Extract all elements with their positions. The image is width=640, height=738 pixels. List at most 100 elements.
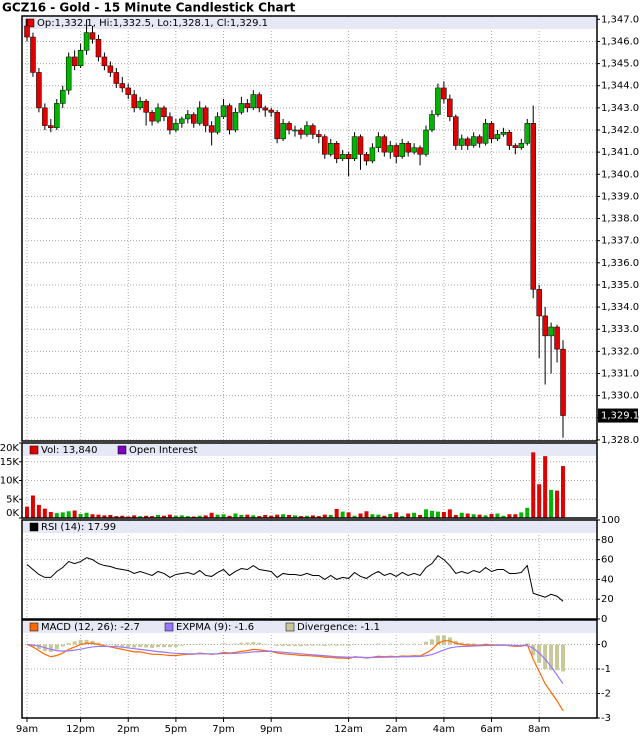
candle-body [196,107,203,124]
candle-body [310,125,316,135]
candle-body [459,138,465,146]
legend-label: EXPMA (9): -1.6 [176,622,254,633]
divergence-bar [233,643,238,645]
volume-bar [543,456,548,518]
candle-body [113,72,120,84]
candle-body [155,107,161,122]
candle-body [280,123,286,140]
x-tick-label: 9am [16,724,38,735]
volume-bar [412,512,417,518]
divergence-bar [340,644,345,646]
candle-body [125,87,131,95]
divergence-bar [459,642,464,645]
candle-body [423,129,429,155]
y-tick-label: 5K [6,494,19,505]
divergence-bar [316,644,321,646]
y-tick-label: 10K [0,476,19,487]
volume-bar [30,495,35,518]
candle-body [24,25,30,38]
legend-label: MACD (12, 26): -2.7 [41,622,140,633]
volume-bar [102,515,107,518]
panel [22,16,597,441]
line [26,554,564,602]
y-tick-label: 1,333.0 [601,324,639,335]
y-tick-label: 1,332.0 [601,346,639,357]
volume-bar [429,510,434,518]
candle-body [345,154,352,160]
candle-body [262,107,268,111]
candle-body [167,116,173,131]
panel-border [21,15,598,442]
divergence-bar [120,644,125,647]
candle-body [441,87,447,100]
candle-body [179,118,185,124]
volume-bar [90,514,95,518]
volume-bar [293,515,297,518]
divergence-bar [555,644,560,671]
candle-body [387,145,394,153]
divergence-bar [173,644,178,647]
volume-bar [382,515,387,518]
y-tick-label: -2 [601,689,611,700]
candle-body [286,123,292,131]
volume-bar [346,512,351,518]
candle-body [393,145,399,157]
divergence-bar [281,644,286,646]
panel-border [21,619,598,719]
candle-body [83,32,90,51]
divergence-bar [179,644,184,646]
legend-swatch [25,18,35,28]
divergence-bar [388,643,393,645]
candle-body [298,129,304,135]
volume-bar [519,512,524,518]
candle-body [476,136,483,144]
volume-bar [251,515,256,518]
panel [22,520,597,619]
volume-bar [561,466,565,518]
volume-bar [48,512,53,518]
divergence-bar [543,644,548,669]
x-tick-label: 12pm [66,724,95,735]
divergence-bar [90,640,95,645]
volume-bar [334,509,339,518]
candle-body [65,56,72,91]
y-tick-label: 1,336.0 [601,258,639,269]
candle-body [512,145,519,148]
legend-swatch [285,622,295,632]
candle-body [381,136,388,153]
volume-bar [66,511,71,518]
y-tick-label: 1,347.0 [601,14,639,25]
candle-body [274,112,280,140]
volume-bar [197,515,202,518]
y-tick-label: 80 [601,535,614,546]
volume-bar [120,515,125,518]
volume-bar [525,507,530,518]
candle-body [518,143,525,148]
divergence-bar [412,643,417,645]
candle-body [482,123,489,144]
volume-bar [179,515,184,518]
divergence-bar [245,642,250,645]
candle-body [363,154,370,162]
divergence-bar [549,644,554,671]
candle-body [322,136,328,155]
volume-bar [42,508,47,518]
volume-bar [400,516,405,518]
volume-bar [304,515,309,518]
x-tick-label: 2pm [117,724,139,735]
y-tick-label: 1,339.0 [601,191,639,202]
volume-bar [25,506,29,518]
volume-bar [215,514,220,518]
divergence-bar [138,644,143,647]
candle-body [405,143,411,153]
y-tick-label: 1,335.0 [601,280,639,291]
volume-bar [489,513,494,518]
volume-bar [340,511,345,518]
volume-bar [322,514,327,518]
divergence-bar [126,644,131,648]
candle-body [202,107,209,126]
divergence-bar [54,644,59,650]
divergence-bar [334,644,339,646]
volume-bar [352,515,357,518]
